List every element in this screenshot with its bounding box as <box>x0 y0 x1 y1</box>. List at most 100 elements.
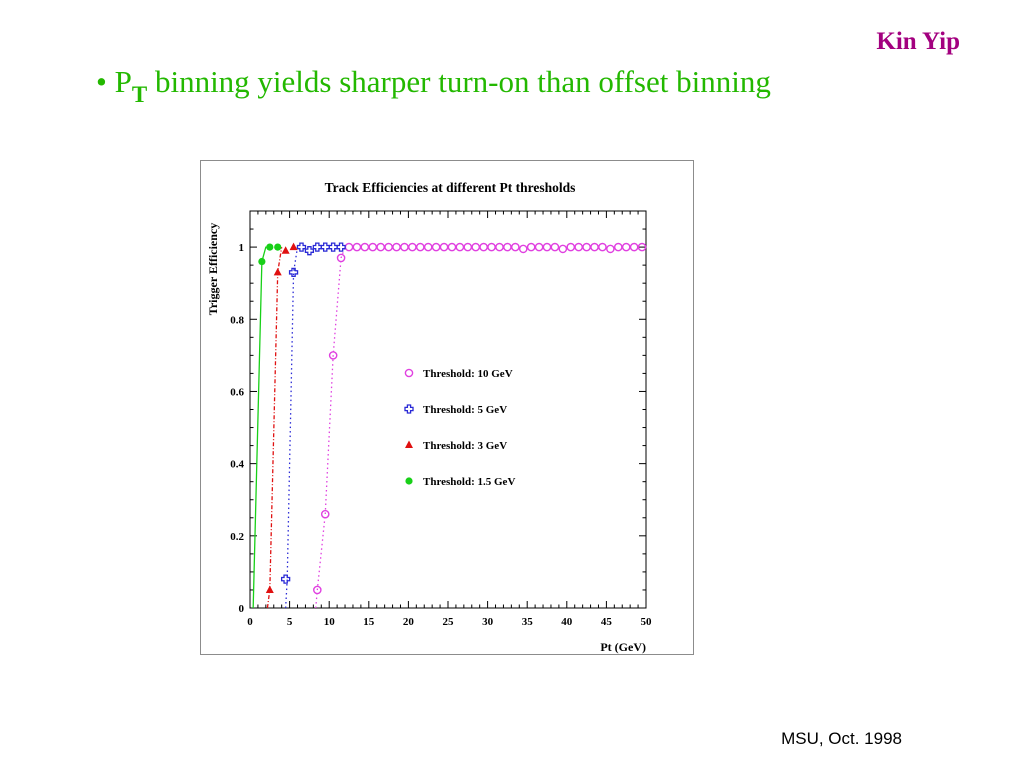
data-point <box>463 242 473 252</box>
data-point <box>352 242 362 252</box>
data-point <box>368 242 378 252</box>
x-tick-label: 45 <box>601 616 613 628</box>
legend-marker <box>404 368 414 378</box>
x-tick-label: 5 <box>287 616 293 628</box>
x-tick-label: 25 <box>443 616 455 628</box>
data-point <box>408 242 417 252</box>
data-point <box>320 509 330 519</box>
x-tick-label: 20 <box>403 616 415 628</box>
data-point <box>487 242 496 252</box>
data-point <box>281 246 290 254</box>
legend-marker <box>405 477 413 485</box>
data-point <box>274 243 282 251</box>
chart-figure: Track Efficiencies at different Pt thres… <box>200 160 694 655</box>
series-curve <box>266 246 283 609</box>
legend: Threshold: 10 GeV Threshold: 5 GeV Thresho… <box>404 368 515 488</box>
data-point <box>376 242 385 252</box>
x-tick-label: 35 <box>522 616 534 628</box>
data-point <box>566 242 576 252</box>
data-point <box>258 257 266 266</box>
legend-label: Threshold: 5 GeV <box>423 404 507 416</box>
data-point <box>423 242 433 252</box>
series-curve <box>252 246 270 609</box>
curves-layer <box>252 246 346 609</box>
data-point <box>629 242 639 252</box>
data-point <box>511 242 520 252</box>
x-tick-label: 15 <box>363 616 375 628</box>
data-point <box>558 244 568 254</box>
y-axis-label: Trigger Efficiency <box>206 223 220 316</box>
chart-title: Track Efficiencies at different Pt thres… <box>325 180 576 195</box>
data-point <box>613 242 623 252</box>
series-curve <box>284 246 299 609</box>
data-point <box>471 242 481 252</box>
data-point <box>621 242 631 252</box>
series-curve <box>315 246 346 609</box>
data-point <box>479 242 488 252</box>
data-point <box>606 244 615 254</box>
legend-marker <box>404 404 414 414</box>
data-point <box>304 246 315 256</box>
data-point <box>312 242 322 252</box>
data-point <box>273 267 282 276</box>
data-point <box>542 242 552 252</box>
data-point <box>574 242 583 252</box>
data-point <box>495 242 504 252</box>
bullet-subscript: T <box>131 82 148 107</box>
data-point <box>439 242 449 252</box>
x-tick-label: 30 <box>482 616 494 628</box>
x-tick-label: 10 <box>324 616 336 628</box>
legend-label: Threshold: 1.5 GeV <box>423 476 515 488</box>
data-point <box>289 242 298 251</box>
data-point <box>526 242 536 252</box>
data-point <box>582 242 591 252</box>
data-point <box>328 351 338 360</box>
data-point <box>265 585 274 593</box>
data-point <box>288 267 299 278</box>
data-point <box>280 574 291 584</box>
data-point <box>431 242 441 252</box>
data-point <box>598 242 607 252</box>
legend-label: Threshold: 10 GeV <box>423 368 513 380</box>
data-point <box>360 242 370 252</box>
x-tick-label: 0 <box>247 616 253 628</box>
slide-bullet: • PT binning yields sharper turn-on than… <box>96 64 771 107</box>
data-point <box>336 242 346 252</box>
x-tick-label: 50 <box>641 616 653 628</box>
data-point <box>313 585 322 595</box>
y-tick-label: 0.6 <box>230 386 244 398</box>
y-tick-label: 0.8 <box>230 314 244 326</box>
y-tick-label: 1 <box>239 242 245 254</box>
bullet-p: P <box>114 64 132 99</box>
data-point <box>296 242 307 252</box>
data-point <box>447 242 457 252</box>
data-point <box>336 253 346 263</box>
data-point <box>518 244 528 254</box>
legend-marker <box>405 440 413 448</box>
data-point <box>590 242 599 252</box>
data-point <box>328 242 338 252</box>
efficiency-chart: Track Efficiencies at different Pt thres… <box>206 180 653 654</box>
data-point <box>637 242 647 252</box>
data-point <box>455 242 465 252</box>
author-name: Kin Yip <box>876 28 960 55</box>
footer-text: MSU, Oct. 1998 <box>781 729 902 748</box>
data-point <box>503 242 512 252</box>
data-point <box>344 242 354 252</box>
data-point <box>400 242 409 252</box>
data-point <box>266 243 274 251</box>
x-tick-label: 40 <box>561 616 573 628</box>
bullet-text: binning yields sharper turn-on than offs… <box>147 64 771 99</box>
y-tick-label: 0.2 <box>230 531 244 543</box>
points-layer <box>258 242 647 595</box>
y-tick-label: 0 <box>239 603 245 615</box>
data-point <box>392 242 401 252</box>
axes-layer: 0 5 10 15 20 25 30 35 40 45 50 0 0.2 0.4 0.6 0.8 1 <box>230 210 653 628</box>
data-point <box>534 242 544 252</box>
data-point <box>550 242 560 252</box>
bullet-mark: • <box>96 64 107 99</box>
x-axis-label: Pt (GeV) <box>600 640 646 654</box>
data-point <box>320 242 330 252</box>
y-tick-label: 0.4 <box>230 459 244 471</box>
data-point <box>384 242 393 252</box>
